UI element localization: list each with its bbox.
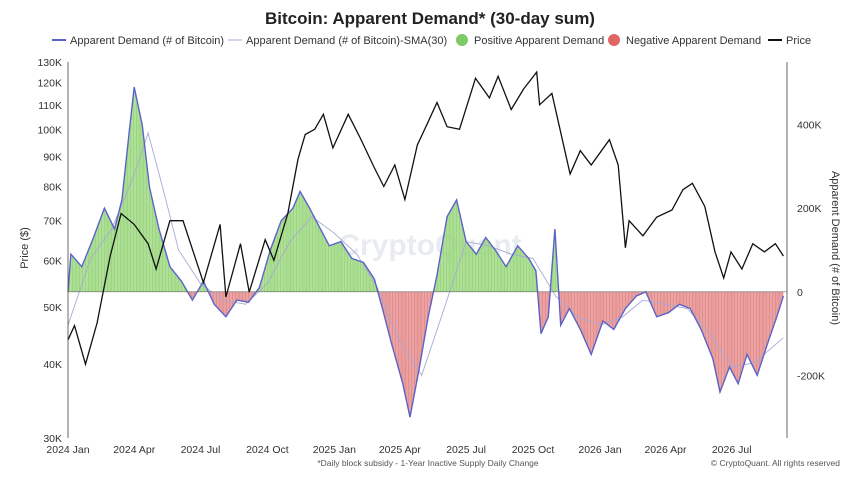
demand-line xyxy=(67,86,785,418)
left-tick-label: 90K xyxy=(43,151,62,163)
x-tick-label: 2024 Oct xyxy=(246,444,289,456)
left-axis-label: Price ($) xyxy=(19,227,31,269)
left-tick-label: 40K xyxy=(43,359,62,371)
left-tick-label: 60K xyxy=(43,255,62,267)
x-tick-label: 2026 Apr xyxy=(644,444,687,456)
footnote: *Daily block subsidy - 1-Year Inactive S… xyxy=(317,458,539,468)
left-tick-label: 100K xyxy=(37,124,62,136)
x-tick-label: 2026 Jul xyxy=(712,444,752,456)
plot-area xyxy=(67,62,788,438)
x-tick-label: 2026 Jan xyxy=(578,444,621,456)
legend-item[interactable]: Price xyxy=(768,35,811,47)
legend-item[interactable]: Apparent Demand (# of Bitcoin)-SMA(30) xyxy=(228,35,447,47)
left-tick-label: 110K xyxy=(38,100,62,112)
x-tick-label: 2024 Apr xyxy=(113,444,156,456)
left-price-axis: 30K 40K 50K 60K 70K 80K 90K 100K 110K 120K 130K xyxy=(37,57,62,445)
legend-label: Apparent Demand (# of Bitcoin)-SMA(30) xyxy=(246,35,447,47)
legend: Apparent Demand (# of Bitcoin) Apparent D… xyxy=(52,34,811,47)
x-tick-label: 2024 Jul xyxy=(181,444,221,456)
left-tick-label: 80K xyxy=(43,181,62,193)
x-axis: 2024 Jan 2024 Apr 2024 Jul 2024 Oct 2025 Jan… xyxy=(46,444,751,456)
left-tick-label: 30K xyxy=(43,433,62,445)
left-tick-label: 130K xyxy=(37,57,62,69)
legend-label: Negative Apparent Demand xyxy=(626,35,761,47)
x-tick-label: 2025 Apr xyxy=(379,444,422,456)
right-axis-label: Apparent Demand (# of Bitcoin) xyxy=(829,171,841,325)
right-tick-label: 0 xyxy=(797,287,803,299)
legend-item[interactable]: Negative Apparent Demand xyxy=(608,34,761,47)
x-tick-label: 2024 Jan xyxy=(46,444,89,456)
chart-title: Bitcoin: Apparent Demand* (30-day sum) xyxy=(265,9,595,28)
x-tick-label: 2025 Jan xyxy=(313,444,356,456)
left-tick-label: 50K xyxy=(43,302,62,314)
legend-label: Positive Apparent Demand xyxy=(474,35,604,47)
right-tick-label: 400K xyxy=(797,120,822,132)
demand-sma-line xyxy=(67,131,784,377)
left-tick-label: 120K xyxy=(37,78,62,90)
x-tick-label: 2025 Jul xyxy=(446,444,486,456)
right-tick-label: -200K xyxy=(797,370,825,382)
right-demand-axis: 400K 200K 0 -200K xyxy=(797,120,825,383)
legend-swatch xyxy=(608,34,620,46)
x-tick-label: 2025 Oct xyxy=(512,444,555,456)
legend-item[interactable]: Apparent Demand (# of Bitcoin) xyxy=(52,35,224,47)
legend-label: Price xyxy=(786,35,811,47)
right-tick-label: 200K xyxy=(797,203,822,215)
legend-label: Apparent Demand (# of Bitcoin) xyxy=(70,35,224,47)
copyright: © CryptoQuant. All rights reserved xyxy=(711,458,840,468)
legend-item[interactable]: Positive Apparent Demand xyxy=(456,34,604,47)
legend-swatch xyxy=(456,34,468,46)
left-tick-label: 70K xyxy=(43,216,62,228)
price-line xyxy=(67,70,784,367)
